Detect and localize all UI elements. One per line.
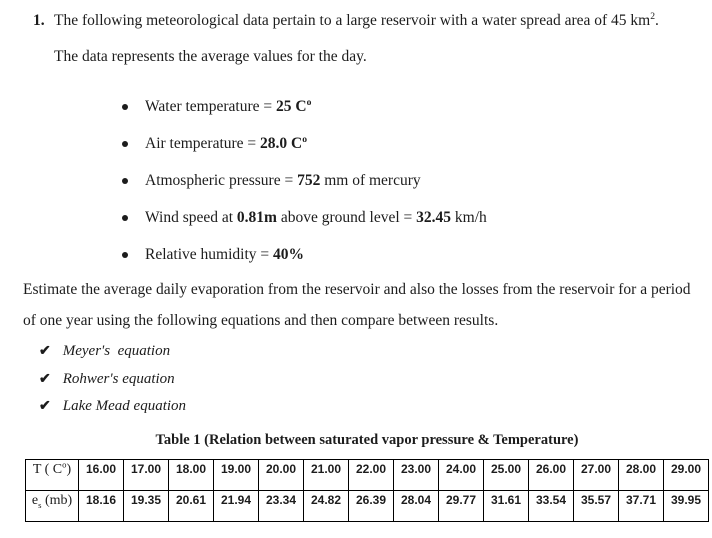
table-cell: 18.00 bbox=[168, 459, 214, 491]
problem-statement-line1: 1. The following meteorological data pert… bbox=[33, 12, 659, 30]
bullet-item: Water temperature = 25 Co bbox=[122, 96, 487, 117]
row-header-es: es (mb) bbox=[25, 490, 79, 522]
table-cell: 20.00 bbox=[258, 459, 304, 491]
row-header-es-unit: (mb) bbox=[41, 493, 73, 508]
problem-intro-post: . bbox=[655, 12, 659, 29]
bullet-item: Atmospheric pressure = 752 mm of mercury bbox=[122, 170, 487, 191]
table-cell: 23.34 bbox=[258, 490, 304, 522]
bullet-text: Relative humidity = 40% bbox=[145, 246, 304, 263]
table-cell: 26.39 bbox=[348, 490, 394, 522]
table-cell: 31.61 bbox=[483, 490, 529, 522]
table-cell: 33.54 bbox=[528, 490, 574, 522]
table-cell: 19.00 bbox=[213, 459, 259, 491]
bullet-item: Relative humidity = 40% bbox=[122, 244, 487, 265]
meteorological-data-list: Water temperature = 25 Co Air temperature… bbox=[122, 96, 487, 281]
table-row-temperature: T ( Co) 16.00 17.00 18.00 19.00 20.00 21.00 22… bbox=[25, 459, 709, 491]
table-cell: 23.00 bbox=[393, 459, 439, 491]
table-cell: 35.57 bbox=[573, 490, 619, 522]
row-header-temperature: T ( Co) bbox=[25, 459, 79, 491]
checkmark-icon: ✔ bbox=[39, 344, 51, 359]
bullet-item: Air temperature = 28.0 Co bbox=[122, 133, 487, 154]
problem-intro-text: The following meteorological data pertai… bbox=[54, 12, 659, 29]
table-cell: 39.95 bbox=[663, 490, 709, 522]
vapor-pressure-table: T ( Co) 16.00 17.00 18.00 19.00 20.00 21.00 22… bbox=[25, 459, 709, 522]
bullet-icon bbox=[122, 178, 128, 184]
equation-item: ✔ Meyer's equation bbox=[39, 341, 186, 363]
table-cell: 25.00 bbox=[483, 459, 529, 491]
row-header-temperature-text: T ( C bbox=[32, 462, 63, 477]
equation-checklist: ✔ Meyer's equation ✔ Rohwer's equation ✔ Lake… bbox=[39, 341, 186, 424]
table-cell: 20.61 bbox=[168, 490, 214, 522]
table-cell: 21.94 bbox=[213, 490, 259, 522]
table-cell: 29.00 bbox=[663, 459, 709, 491]
equation-label: Meyer's equation bbox=[62, 343, 171, 359]
table-cell: 24.00 bbox=[438, 459, 484, 491]
km-squared-superscript: 2 bbox=[650, 10, 656, 22]
table-cell: 21.00 bbox=[303, 459, 349, 491]
row-header-temperature-close: ) bbox=[66, 462, 72, 477]
bullet-item: Wind speed at 0.81m above ground level =… bbox=[122, 207, 487, 228]
checkmark-icon: ✔ bbox=[39, 371, 51, 387]
problem-intro-pre: The following meteorological data pertai… bbox=[54, 12, 651, 29]
table-cell: 26.00 bbox=[528, 459, 574, 491]
es-subscript: s bbox=[38, 499, 42, 510]
bullet-text: Air temperature = 28.0 Co bbox=[145, 133, 308, 152]
table-cell: 28.04 bbox=[393, 490, 439, 522]
table-cell: 18.16 bbox=[78, 490, 124, 522]
table-caption: Table 1 (Relation between saturated vapo… bbox=[155, 432, 579, 448]
bullet-text: Water temperature = 25 Co bbox=[145, 96, 312, 115]
equation-item: ✔ Rohwer's equation bbox=[39, 369, 186, 391]
table-cell: 27.00 bbox=[573, 459, 619, 491]
problem-statement-line2: The data represents the average values f… bbox=[54, 48, 367, 65]
bullet-text: Wind speed at 0.81m above ground level =… bbox=[145, 209, 487, 226]
degree-superscript: o bbox=[62, 459, 67, 470]
table-cell: 29.77 bbox=[438, 490, 484, 522]
table-cell: 37.71 bbox=[618, 490, 664, 522]
table-row-saturated-vapor-pressure: es (mb) 18.16 19.35 20.61 21.94 23.34 24.82 26… bbox=[25, 490, 709, 522]
bullet-icon bbox=[122, 252, 128, 258]
bullet-icon bbox=[122, 215, 128, 221]
instruction-paragraph: Estimate the average daily evaporation f… bbox=[23, 281, 691, 329]
table-cell: 28.00 bbox=[618, 459, 664, 491]
bullet-icon bbox=[122, 104, 128, 110]
equation-item: ✔ Lake Mead equation bbox=[39, 396, 186, 418]
table-cell: 19.35 bbox=[123, 490, 169, 522]
bullet-icon bbox=[122, 141, 128, 147]
row-header-es-text: e bbox=[31, 493, 39, 508]
table-cell: 22.00 bbox=[348, 459, 394, 491]
bullet-text: Atmospheric pressure = 752 mm of mercury bbox=[145, 172, 421, 189]
table-cell: 17.00 bbox=[123, 459, 169, 491]
problem-number: 1. bbox=[33, 12, 45, 29]
table-cell: 24.82 bbox=[303, 490, 349, 522]
table-cell: 16.00 bbox=[78, 459, 124, 491]
equation-label: Lake Mead equation bbox=[62, 398, 187, 414]
equation-label: Rohwer's equation bbox=[62, 370, 175, 387]
checkmark-icon: ✔ bbox=[39, 399, 51, 414]
